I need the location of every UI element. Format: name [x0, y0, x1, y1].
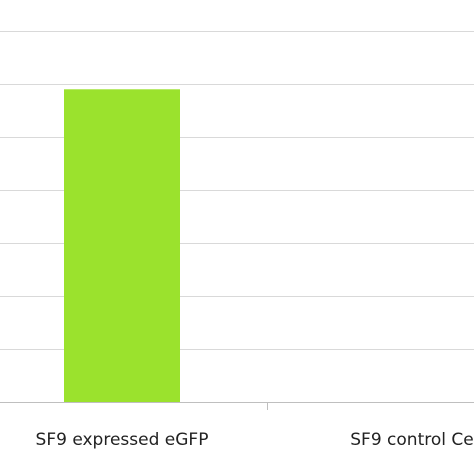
- x-tick-label: SF9 control Ce: [350, 430, 473, 450]
- x-tick-label: SF9 expressed eGFP: [36, 430, 209, 450]
- bar: [64, 89, 180, 403]
